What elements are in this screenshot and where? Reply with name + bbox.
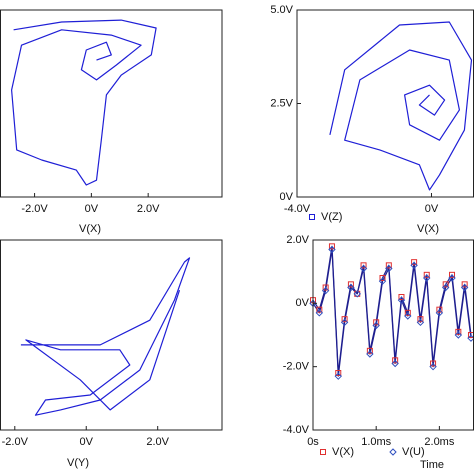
x-axis-label: V(Y) [67, 457, 89, 469]
y-tick-label: 0V [280, 191, 294, 203]
plot-frame [0, 9, 223, 198]
marker [322, 284, 329, 291]
marker [442, 281, 449, 288]
marker [467, 334, 474, 342]
x-tick-label: 2.0ms [424, 436, 454, 448]
x-tick-label: 2.0V [146, 436, 169, 448]
x-tick-label: 0V [425, 203, 439, 215]
series-line [329, 21, 473, 191]
marker [347, 281, 354, 288]
marker [441, 283, 450, 292]
marker [429, 362, 437, 371]
x-tick-label: 0V [80, 436, 94, 448]
marker [378, 277, 387, 285]
marker [385, 262, 392, 269]
legend-marker [389, 448, 397, 456]
marker [461, 281, 468, 288]
plot-area [313, 245, 472, 377]
y-tick-label: 2.0V [286, 234, 309, 246]
marker [316, 306, 323, 313]
marker [373, 319, 380, 326]
marker [448, 274, 456, 282]
marker [423, 271, 430, 278]
marker [328, 243, 335, 250]
marker [435, 309, 444, 317]
y-tick-label: -2.0V [283, 361, 310, 373]
legend-marker [320, 449, 326, 455]
plot-area [20, 257, 191, 416]
marker [416, 318, 425, 327]
legend-marker [309, 214, 315, 220]
marker [347, 283, 355, 292]
marker [315, 309, 324, 317]
marker [366, 347, 373, 354]
marker [340, 318, 349, 327]
x-axis-label: V(X) [79, 223, 101, 235]
x-tick-label: 0V [85, 203, 99, 215]
plot-frame [0, 239, 223, 431]
marker [423, 274, 431, 282]
marker [353, 290, 361, 298]
marker [404, 309, 411, 316]
plot-area [329, 21, 473, 191]
marker [460, 283, 469, 292]
marker [411, 259, 418, 266]
marker [391, 359, 399, 368]
marker [392, 357, 399, 364]
series-line [11, 19, 157, 186]
plot-area [11, 19, 157, 186]
marker [397, 296, 406, 304]
marker [379, 275, 386, 281]
y-tick-label: 5.0V [270, 4, 293, 16]
legend-label: V(Z) [321, 211, 342, 223]
marker [449, 271, 456, 278]
plot-frame [296, 9, 474, 198]
marker [385, 264, 393, 273]
y-tick-label: 2.5V [270, 97, 293, 109]
x-axis-label: V(X) [417, 223, 439, 235]
series-line [20, 257, 191, 416]
marker [335, 370, 342, 376]
marker [454, 331, 463, 339]
marker [404, 312, 412, 320]
x-tick-label: -2.0V [2, 436, 29, 448]
marker [417, 316, 424, 323]
x-tick-label: 2.0V [137, 203, 160, 215]
marker [366, 350, 374, 358]
marker [360, 262, 367, 269]
marker [436, 306, 443, 313]
y-tick-label: 0V [296, 297, 310, 309]
marker [321, 286, 330, 295]
marker [328, 245, 336, 254]
legend-label: V(U) [402, 446, 425, 458]
x-tick-label: 1.0ms [361, 436, 391, 448]
x-axis-label: Time [420, 459, 444, 471]
marker [372, 321, 380, 330]
x-tick-label: -2.0V [21, 203, 48, 215]
marker [410, 261, 418, 270]
marker [398, 294, 405, 300]
x-tick-label: -4.0V [284, 203, 311, 215]
marker [359, 264, 368, 273]
series-line [313, 248, 472, 377]
marker [455, 328, 462, 335]
legend-label: V(X) [332, 446, 354, 458]
marker [334, 372, 342, 380]
marker [341, 316, 348, 323]
marker [430, 360, 437, 367]
x-tick-label: 0s [307, 436, 319, 448]
y-tick-label: -4.0V [283, 424, 310, 436]
